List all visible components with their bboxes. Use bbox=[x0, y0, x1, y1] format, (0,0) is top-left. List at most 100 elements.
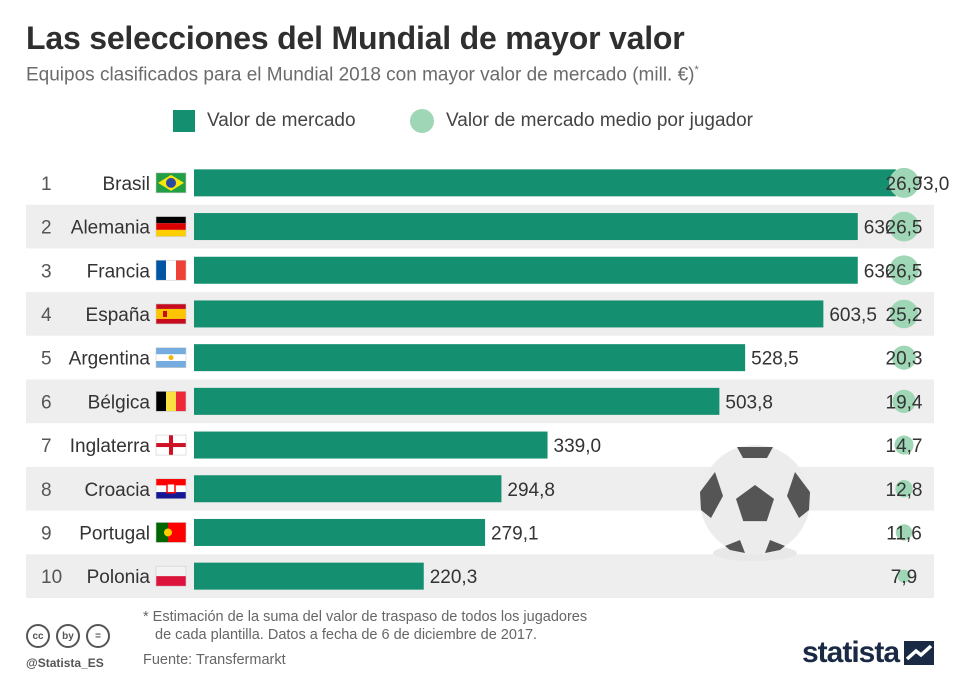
rank-label: 10 bbox=[41, 567, 62, 588]
bar-value-label: 339,0 bbox=[554, 436, 602, 457]
avg-value-label: 26,5 bbox=[886, 218, 923, 239]
bar-value-label: 294,8 bbox=[507, 480, 555, 501]
bar-value-label: 603,5 bbox=[829, 305, 877, 326]
country-label: Polonia bbox=[87, 567, 151, 588]
rank-label: 6 bbox=[41, 392, 52, 413]
legend-square-swatch bbox=[173, 110, 195, 132]
country-label: Brasil bbox=[102, 174, 150, 195]
rank-label: 2 bbox=[41, 218, 52, 239]
statista-logo[interactable]: statista bbox=[802, 636, 935, 670]
flag-spain-icon bbox=[155, 303, 187, 325]
chart-title: Las selecciones del Mundial de mayor val… bbox=[26, 20, 685, 56]
avg-value-label: 7,9 bbox=[891, 567, 917, 588]
avg-value-label: 19,4 bbox=[886, 392, 923, 413]
bar-chart: 1 Brasil 673,026,92 Alemania 636,526,53 Franc… bbox=[26, 167, 949, 598]
bar bbox=[194, 256, 858, 284]
chart-row-france: 3 Francia 636,526,5 bbox=[41, 255, 923, 286]
bar bbox=[194, 431, 548, 459]
chart-row-argentina: 5 Argentina 528,5 20,3 bbox=[41, 344, 923, 372]
chart-row-england: 7 Inglaterra 339,0 14,7 bbox=[41, 431, 923, 459]
country-label: Portugal bbox=[79, 523, 150, 544]
avg-value-circle bbox=[894, 435, 914, 455]
footnote-line-2: de cada plantilla. Datos a fecha de 6 de… bbox=[155, 627, 538, 643]
source-note: Fuente: Transfermarkt bbox=[143, 652, 286, 668]
rank-label: 3 bbox=[41, 261, 52, 282]
chart-legend: Valor de mercado Valor de mercado medio … bbox=[0, 108, 960, 134]
avg-value-label: 14,7 bbox=[886, 436, 923, 457]
flag-france-icon bbox=[155, 259, 187, 281]
avg-value-circle bbox=[889, 255, 919, 286]
rank-label: 8 bbox=[41, 480, 52, 501]
avg-value-label: 25,2 bbox=[886, 305, 923, 326]
country-label: Inglaterra bbox=[70, 436, 151, 457]
legend-item-market-value: Valor de mercado bbox=[173, 108, 356, 134]
country-label: Croacia bbox=[85, 480, 151, 501]
brand-wordmark: statista bbox=[802, 636, 900, 669]
chart-row-brazil: 1 Brasil 673,026,9 bbox=[41, 167, 949, 198]
twitter-handle[interactable]: @Statista_ES bbox=[26, 656, 104, 670]
chart-row-germany: 2 Alemania 636,526,5 bbox=[26, 204, 934, 249]
avg-value-label: 26,9 bbox=[886, 174, 923, 195]
avg-value-label: 11,6 bbox=[886, 523, 922, 544]
avg-value-circle bbox=[889, 167, 919, 198]
avg-value-label: 20,3 bbox=[886, 349, 923, 370]
legend-item-avg-value: Valor de mercado medio por jugador bbox=[410, 108, 753, 134]
flag-germany-icon bbox=[155, 216, 187, 237]
avg-value-circle bbox=[895, 480, 913, 498]
footnote-line-1: * Estimación de la suma del valor de tra… bbox=[143, 609, 588, 625]
bar bbox=[194, 213, 858, 241]
soccer-ball-icon bbox=[700, 445, 810, 561]
chart-row-portugal: 9 Portugal 279,1 11,6 bbox=[41, 518, 922, 546]
flag-england-icon bbox=[155, 434, 187, 456]
rank-label: 1 bbox=[41, 174, 52, 195]
bar-value-label: 528,5 bbox=[751, 349, 799, 370]
statista-logo-icon bbox=[904, 641, 935, 665]
chart-row-belgium: 6 Bélgica 503,8 19,4 bbox=[26, 379, 934, 424]
legend-circle-swatch bbox=[410, 109, 434, 133]
attribution-icon[interactable]: by bbox=[56, 624, 80, 648]
country-label: España bbox=[86, 305, 151, 326]
avg-value-label: 12,8 bbox=[886, 480, 923, 501]
rank-label: 7 bbox=[41, 436, 52, 457]
avg-value-circle bbox=[895, 524, 913, 541]
bar-value-label: 279,1 bbox=[491, 523, 539, 544]
bar-value-label: 220,3 bbox=[430, 567, 478, 588]
rank-label: 4 bbox=[41, 305, 52, 326]
country-label: Argentina bbox=[69, 349, 151, 370]
subtitle-text: Equipos clasificados para el Mundial 201… bbox=[26, 64, 695, 86]
rank-label: 5 bbox=[41, 349, 52, 370]
bar bbox=[194, 475, 502, 503]
legend-label-market-value: Valor de mercado bbox=[207, 110, 356, 131]
bar bbox=[194, 387, 720, 415]
chart-subtitle: Equipos clasificados para el Mundial 201… bbox=[26, 64, 699, 86]
bar-value-label: 503,8 bbox=[725, 392, 773, 413]
country-label: Francia bbox=[87, 261, 151, 282]
avg-value-circle bbox=[889, 299, 919, 329]
avg-value-circle bbox=[889, 211, 919, 242]
flag-argentina-icon bbox=[155, 347, 187, 368]
bar bbox=[194, 562, 424, 590]
avg-value-circle bbox=[897, 569, 911, 583]
bar bbox=[194, 518, 486, 546]
footnote: * Estimación de la suma del valor de tra… bbox=[143, 608, 703, 644]
bar bbox=[194, 300, 824, 328]
rank-label: 9 bbox=[41, 523, 52, 544]
flag-brazil-icon bbox=[155, 172, 187, 194]
flag-portugal-icon bbox=[155, 522, 187, 543]
country-label: Alemania bbox=[71, 218, 151, 239]
avg-value-circle bbox=[892, 389, 916, 414]
flag-croatia-icon bbox=[155, 478, 187, 500]
flag-poland-icon bbox=[155, 565, 187, 587]
flag-belgium-icon bbox=[155, 391, 187, 412]
legend-label-avg-value: Valor de mercado medio por jugador bbox=[446, 110, 753, 131]
no-derivatives-icon[interactable]: = bbox=[86, 624, 110, 648]
bar bbox=[194, 344, 746, 372]
avg-value-label: 26,5 bbox=[886, 261, 923, 282]
country-label: Bélgica bbox=[88, 392, 151, 413]
chart-row-poland: 10 Polonia 220,3 7,9 bbox=[26, 554, 934, 598]
avg-value-circle bbox=[891, 345, 917, 370]
license-icons: cc by = bbox=[26, 624, 110, 648]
chart-row-spain: 4 España 603,5 25,2 bbox=[26, 292, 934, 336]
subtitle-footnote-mark: * bbox=[694, 64, 699, 76]
cc-license-icon[interactable]: cc bbox=[26, 624, 50, 648]
